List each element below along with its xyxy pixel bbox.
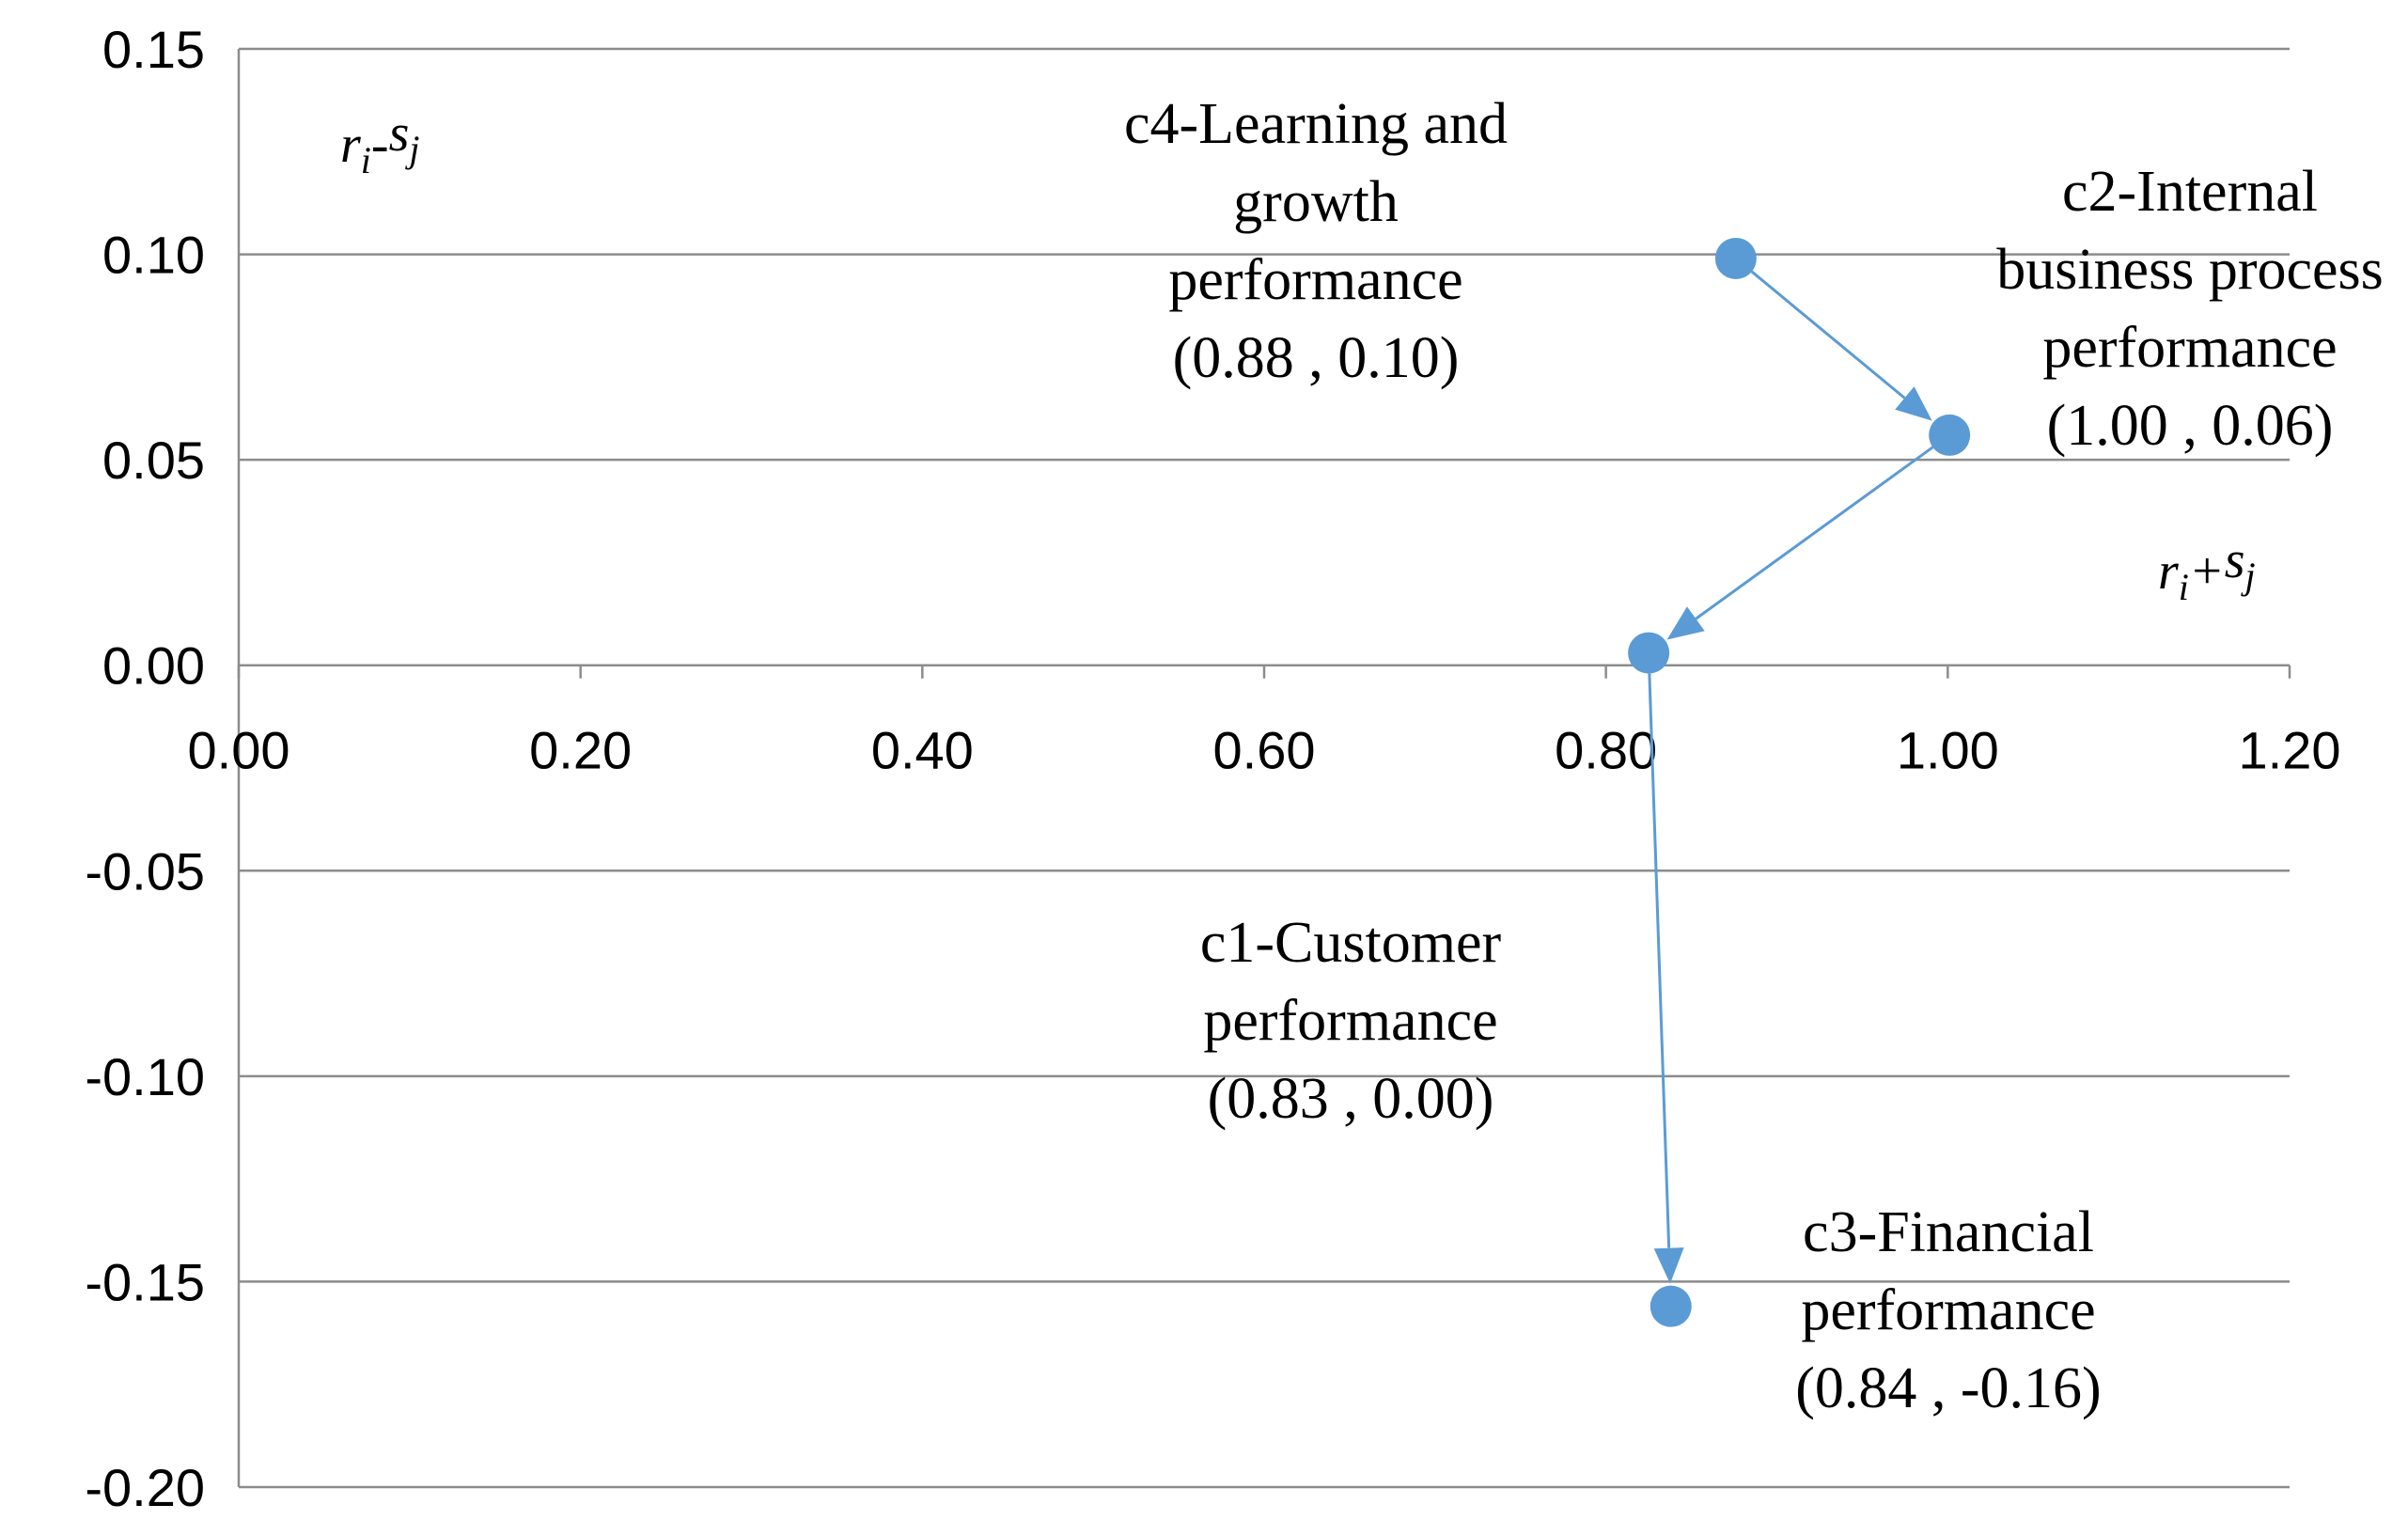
x-tick-label: 0.00 [188,721,290,780]
point-label-line: performance [1801,1278,2095,1342]
point-labels: c4-Learning and growth performance (0.88 , … [1124,92,2384,1420]
arrow-head [1895,386,1932,421]
axis-name-part: s [389,104,410,163]
point-label-c4: c4-Learning and growth performance (0.88 , … [1124,92,1508,390]
point-label-c1: c1-Customer performance (0.83 , 0.00) [1200,911,1502,1131]
axis-name-part: j [2241,555,2256,597]
arrow-line [1648,673,1671,1248]
point-label-line: c3-Financial [1803,1200,2094,1264]
arrow-head [1666,606,1705,640]
y-tick-label: -0.15 [85,1252,205,1311]
point-label-line: performance [1168,248,1462,312]
point-label-line: c2-Internal [2062,160,2318,224]
y-tick-labels: 0.15 0.10 0.05 0.00 -0.05 -0.10 -0.15 -0.20 [85,20,205,1517]
x-axis-label: ri+sj [2158,531,2256,608]
y-tick-label: 0.05 [102,431,205,490]
data-point-c4 [1714,237,1757,279]
y-tick-label: -0.10 [85,1047,205,1106]
y-tick-label: 0.15 [102,20,205,79]
point-label-line: (0.84 , -0.16) [1795,1356,2101,1420]
y-tick-label: -0.20 [85,1458,205,1517]
point-label-line: (0.88 , 0.10) [1173,326,1460,390]
point-label-line: c1-Customer [1200,911,1502,975]
y-tick-label: 0.10 [102,226,205,285]
axes [237,49,2291,1487]
point-label-line: performance [2042,316,2337,380]
point-label-line: (0.83 , 0.00) [1208,1067,1494,1131]
axis-name-part: i [2179,566,2189,608]
y-tick-label: -0.05 [85,841,205,901]
point-label-line: business process [1996,238,2384,302]
x-tick-label: 0.20 [529,721,632,780]
x-tick-label: 0.40 [871,721,974,780]
arrow-head [1653,1247,1684,1284]
x-tick-labels: 0.00 0.20 0.40 0.60 0.80 1.00 1.20 [188,721,2341,780]
point-label-line: performance [1203,989,1497,1053]
axis-name-part: j [404,128,419,170]
axis-name-part: - [371,116,389,174]
x-tick-label: 1.00 [1897,721,1999,780]
point-label-line: growth [1233,170,1399,234]
axis-name-part: s [2225,531,2245,589]
x-tick-label: 0.60 [1213,721,1316,780]
x-tick-label: 1.20 [2239,721,2341,780]
axis-name-part: + [2189,542,2225,601]
point-label-c3: c3-Financial performance (0.84 , -0.16) [1795,1200,2101,1420]
x-tick-label: 0.80 [1555,721,1657,780]
point-label-line: (1.00 , 0.06) [2047,394,2334,458]
grid-lines [239,47,2290,1489]
data-points [1628,237,1971,1327]
data-point-c1 [1628,632,1670,674]
data-point-c2 [1929,414,1971,456]
arrow-line [1695,446,1934,620]
axis-name-part: r [340,116,361,174]
point-label-c2: c2-Internal business process performance (1… [1996,160,2384,458]
arrow-connectors [1648,270,1934,1284]
point-label-line: c4-Learning and [1124,92,1508,156]
y-tick-label: 0.00 [102,636,205,696]
y-axis-label: ri-sj [340,104,420,181]
axis-name-part: r [2158,542,2179,601]
axis-name-part: i [361,139,371,181]
data-point-c3 [1650,1285,1692,1327]
arrow-line [1750,270,1906,400]
